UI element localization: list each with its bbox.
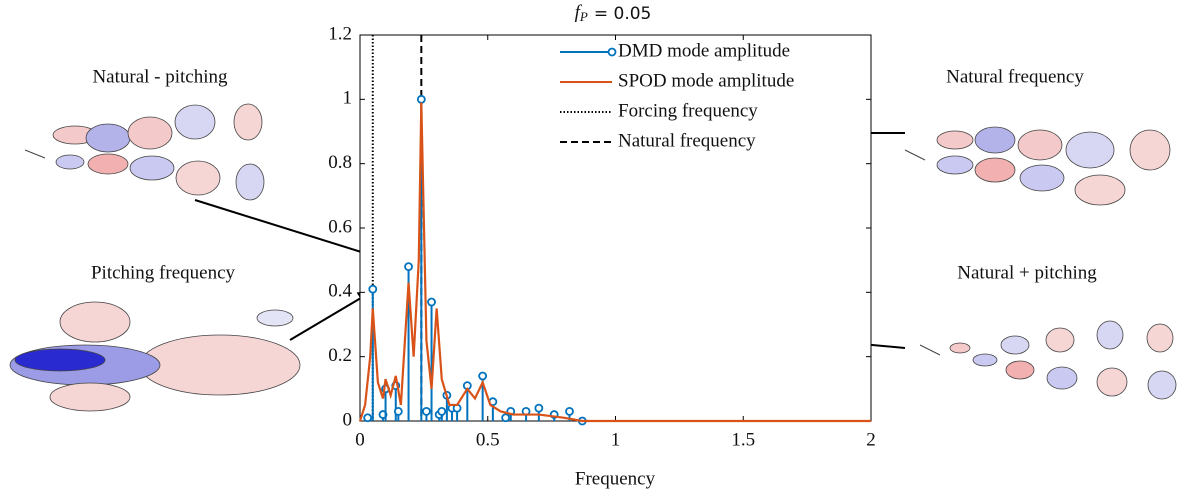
stem-marker [422, 406, 431, 416]
x-tick-label: 1.5 [731, 429, 755, 450]
stem-marker [363, 413, 373, 423]
stem-marker [437, 406, 447, 416]
title-sub: P [579, 9, 588, 24]
title-text: = 0.05 [594, 4, 652, 24]
flow-image-natural [904, 126, 1171, 206]
stem-marker [368, 284, 378, 294]
y-tick-label: 0.4 [328, 281, 352, 302]
stem-marker [416, 94, 426, 104]
x-tick-label: 1 [611, 429, 621, 450]
y-tick-label: 1.2 [328, 23, 352, 44]
chart-title: fP = 0.05 [575, 2, 652, 24]
stem-marker [427, 297, 436, 307]
spod-line [358, 102, 871, 423]
stem-marker [501, 413, 511, 423]
annotation: Natural + pitching [957, 262, 1097, 283]
stem-marker [393, 406, 403, 416]
y-tick-label: 0 [343, 409, 353, 430]
legend-label: Natural frequency [618, 130, 756, 151]
annotation: Pitching frequency [91, 262, 236, 283]
title-var: f [575, 2, 583, 23]
flow-image-pitching [9, 301, 301, 412]
annotation: Natural frequency [946, 66, 1084, 87]
legend-label: SPOD mode amplitude [618, 70, 794, 91]
y-tick-label: 0.2 [328, 345, 352, 366]
x-tick-label: 0.5 [476, 429, 500, 450]
flow-image-natural-pitching [24, 103, 265, 201]
legend-marker [607, 47, 617, 57]
x-tick-label: 0 [355, 429, 365, 450]
stem-marker [534, 403, 544, 413]
flow-image-natural-plus-pitching [919, 320, 1177, 400]
annotation: Natural - pitching [92, 66, 228, 87]
legend-label: Forcing frequency [618, 100, 758, 121]
stem-marker [565, 406, 574, 416]
stem-marker [478, 371, 488, 381]
plot-area [359, 34, 872, 422]
y-tick-label: 0.6 [328, 216, 352, 237]
y-tick-label: 1 [343, 88, 353, 109]
x-tick-label: 2 [866, 429, 876, 450]
y-tick-label: 0.8 [328, 152, 352, 173]
x-axis-label: Frequency [575, 468, 656, 489]
legend-label: DMD mode amplitude [618, 40, 790, 61]
stem-marker [404, 262, 413, 272]
arrow [289, 291, 373, 341]
